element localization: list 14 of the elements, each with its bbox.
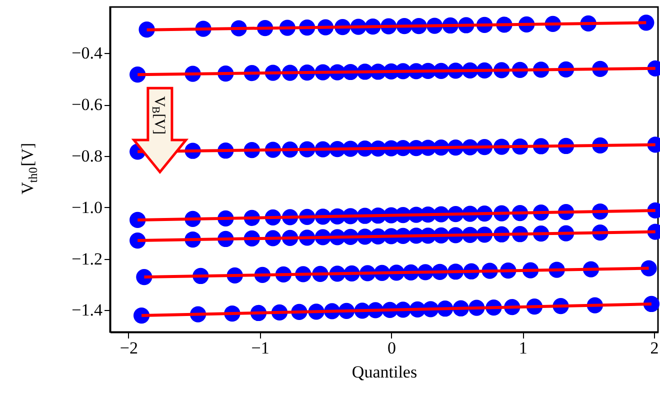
y-tick-label: −1.2	[72, 249, 102, 268]
x-tick-label: 2	[650, 338, 659, 358]
annotation: VB[V]	[149, 96, 167, 134]
x-axis-title: Quantiles	[352, 362, 418, 382]
x-tick-label: 1	[518, 338, 528, 358]
y-tick-label: −0.8	[72, 146, 102, 166]
x-tick-label: −2	[120, 338, 138, 358]
y-tick-label: −0.6	[72, 95, 102, 114]
x-tick-label: 0	[387, 338, 396, 358]
y-tick-label: −1.4	[72, 300, 103, 320]
x-tick-label: −1	[251, 338, 270, 358]
y-tick-label: −1.0	[72, 198, 102, 217]
y-tick-label: −0.4	[72, 44, 103, 63]
y-axis-title: Vth0[V]	[18, 142, 40, 194]
